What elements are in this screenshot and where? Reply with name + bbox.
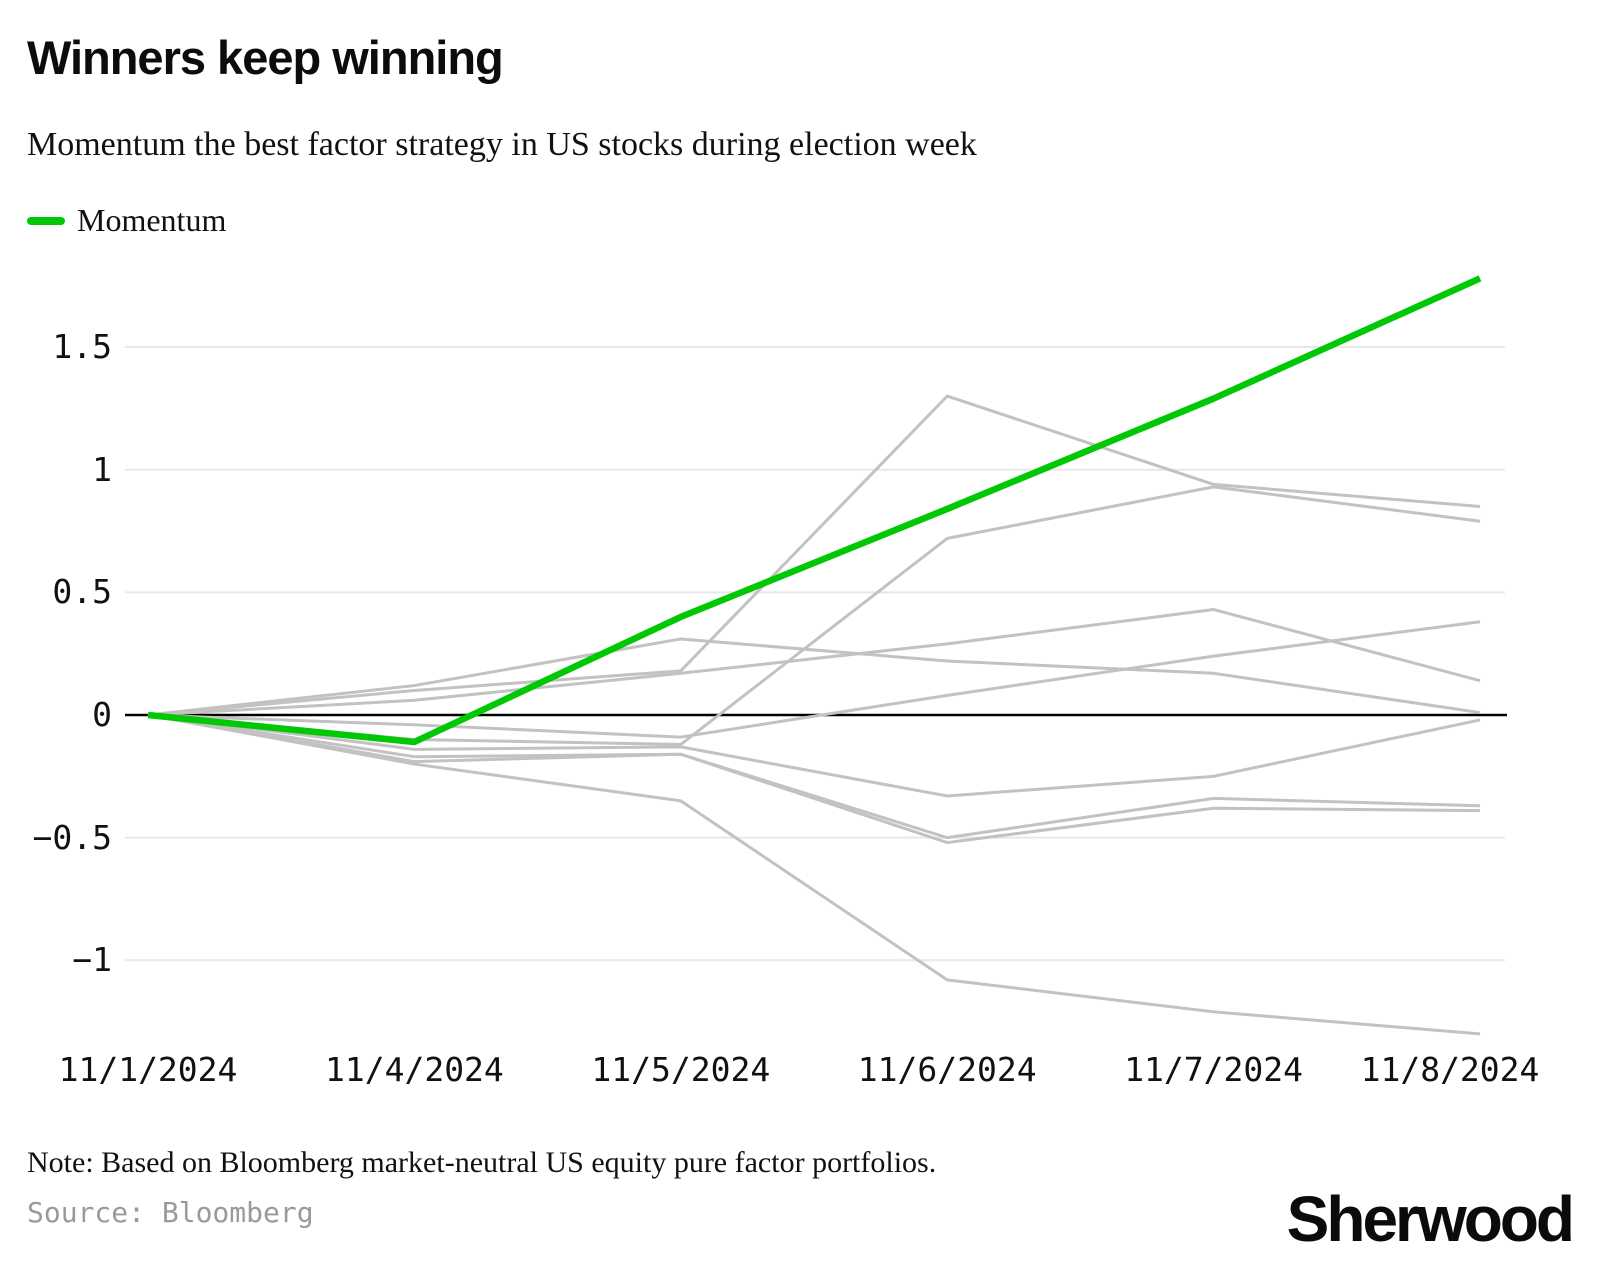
chart-title: Winners keep winning	[27, 31, 504, 84]
factor-line	[147, 713, 1481, 845]
footnote: Note: Based on Bloomberg market-neutral …	[27, 1146, 937, 1179]
factor-line	[147, 713, 1481, 1036]
momentum-line	[147, 275, 1482, 746]
sherwood-logo: Sherwood	[1286, 1183, 1575, 1255]
y-tick-label: 0	[92, 695, 112, 734]
y-tick-label: 0.5	[52, 572, 112, 612]
factor-line	[147, 713, 1481, 798]
factor-line	[147, 713, 1481, 840]
x-tick-label: 11/1/2024	[58, 1050, 238, 1089]
x-tick-label: 11/6/2024	[857, 1050, 1037, 1089]
x-tick-label: 11/4/2024	[324, 1050, 504, 1089]
x-tick-label: 11/8/2024	[1360, 1050, 1540, 1089]
factor-line	[147, 485, 1481, 746]
source-credit: Source: Bloomberg	[27, 1196, 314, 1229]
y-tick-label: 1	[92, 449, 112, 489]
y-tick-label: 1.5	[52, 327, 112, 367]
chart-subtitle: Momentum the best factor strategy in US …	[27, 126, 977, 163]
factor-line	[147, 620, 1481, 739]
factor-line	[147, 608, 1481, 717]
factor-line	[147, 637, 1481, 717]
y-tick-label: −0.5	[32, 817, 112, 857]
legend-line-swatch-icon	[27, 216, 65, 225]
x-tick-label: 11/5/2024	[591, 1050, 771, 1089]
legend: Momentum	[27, 202, 226, 239]
legend-label: Momentum	[77, 202, 227, 238]
factor-line	[147, 394, 1481, 717]
x-tick-label: 11/7/2024	[1124, 1050, 1303, 1089]
y-tick-label: −1	[72, 940, 112, 980]
